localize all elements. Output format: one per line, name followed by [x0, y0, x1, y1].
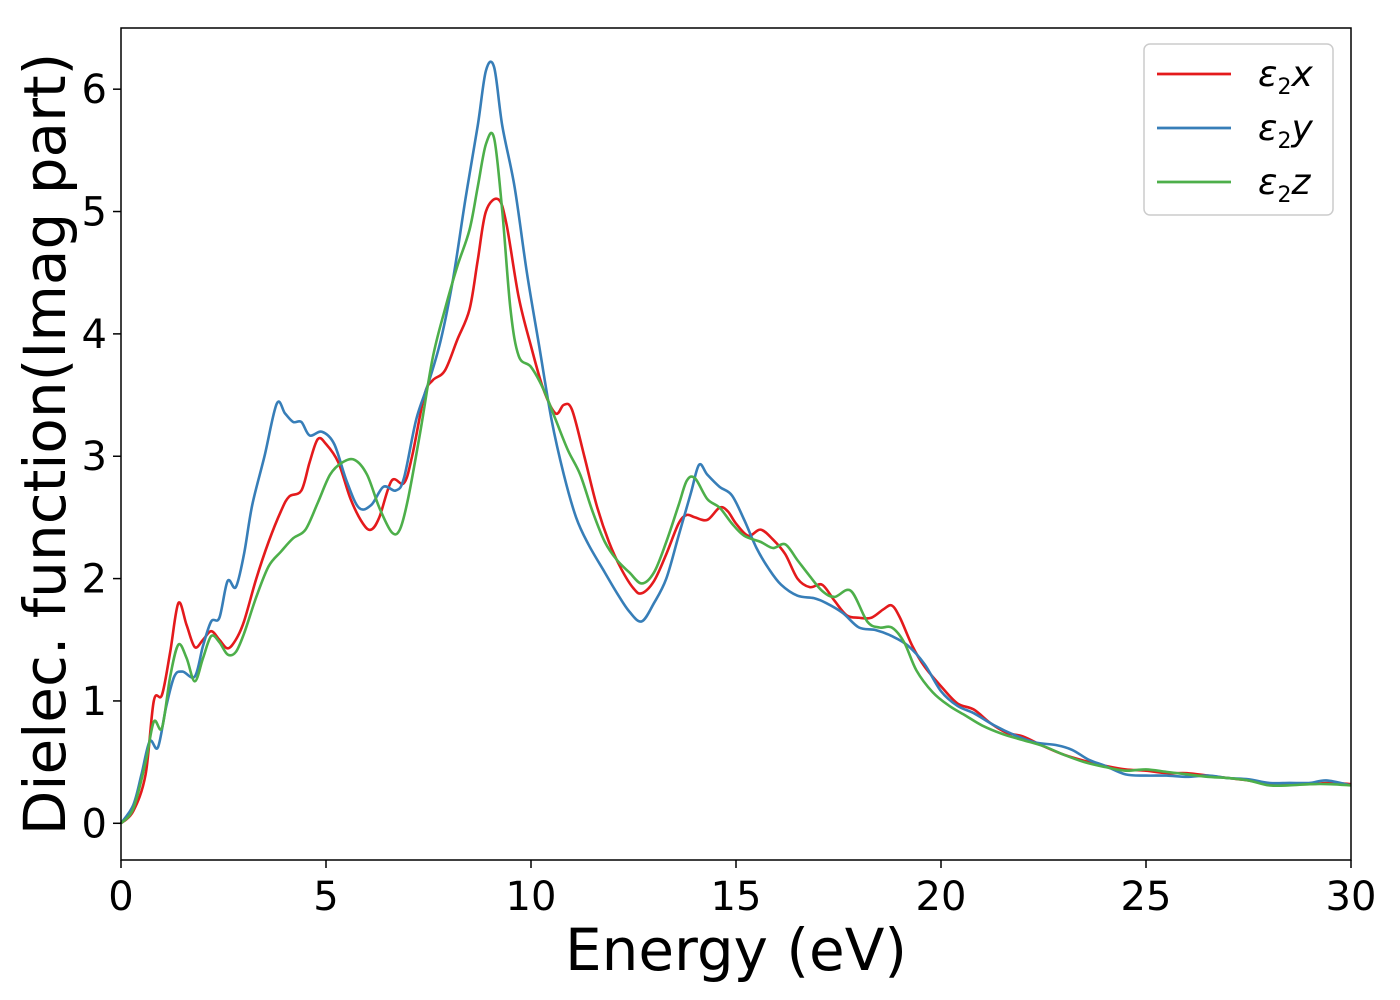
series-line-y [119, 60, 1352, 825]
x-tick-label: 5 [313, 874, 338, 920]
y-axis-title: Dielec. function(Imag part) [11, 53, 79, 836]
legend: ε2x ε2y ε2z [1143, 43, 1334, 216]
x-tick-label: 0 [108, 874, 133, 920]
legend-box [1143, 43, 1334, 216]
series-line-x [120, 197, 1352, 825]
x-tick-label: 20 [916, 874, 967, 920]
y-tick-label: 2 [82, 557, 107, 603]
legend-label-x: ε2x [1258, 54, 1313, 100]
y-axis-ticks: 0 1 2 3 4 5 6 [82, 67, 121, 847]
y-tick-label: 0 [82, 801, 107, 847]
series-layer [119, 60, 1352, 825]
series-line-z [120, 131, 1352, 825]
x-tick-label: 30 [1326, 874, 1377, 920]
x-tick-label: 25 [1121, 874, 1172, 920]
x-axis-title: Energy (eV) [565, 916, 907, 984]
legend-label-z: ε2z [1258, 162, 1311, 208]
legend-label-y: ε2y [1258, 108, 1313, 154]
x-tick-label: 10 [506, 874, 557, 920]
x-axis-ticks: 0 5 10 15 20 25 30 [108, 860, 1376, 920]
x-tick-label: 15 [711, 874, 762, 920]
y-tick-label: 6 [82, 67, 107, 113]
y-tick-label: 1 [82, 679, 107, 725]
y-tick-label: 5 [82, 190, 107, 236]
y-tick-label: 4 [82, 312, 107, 358]
y-tick-label: 3 [82, 434, 107, 480]
